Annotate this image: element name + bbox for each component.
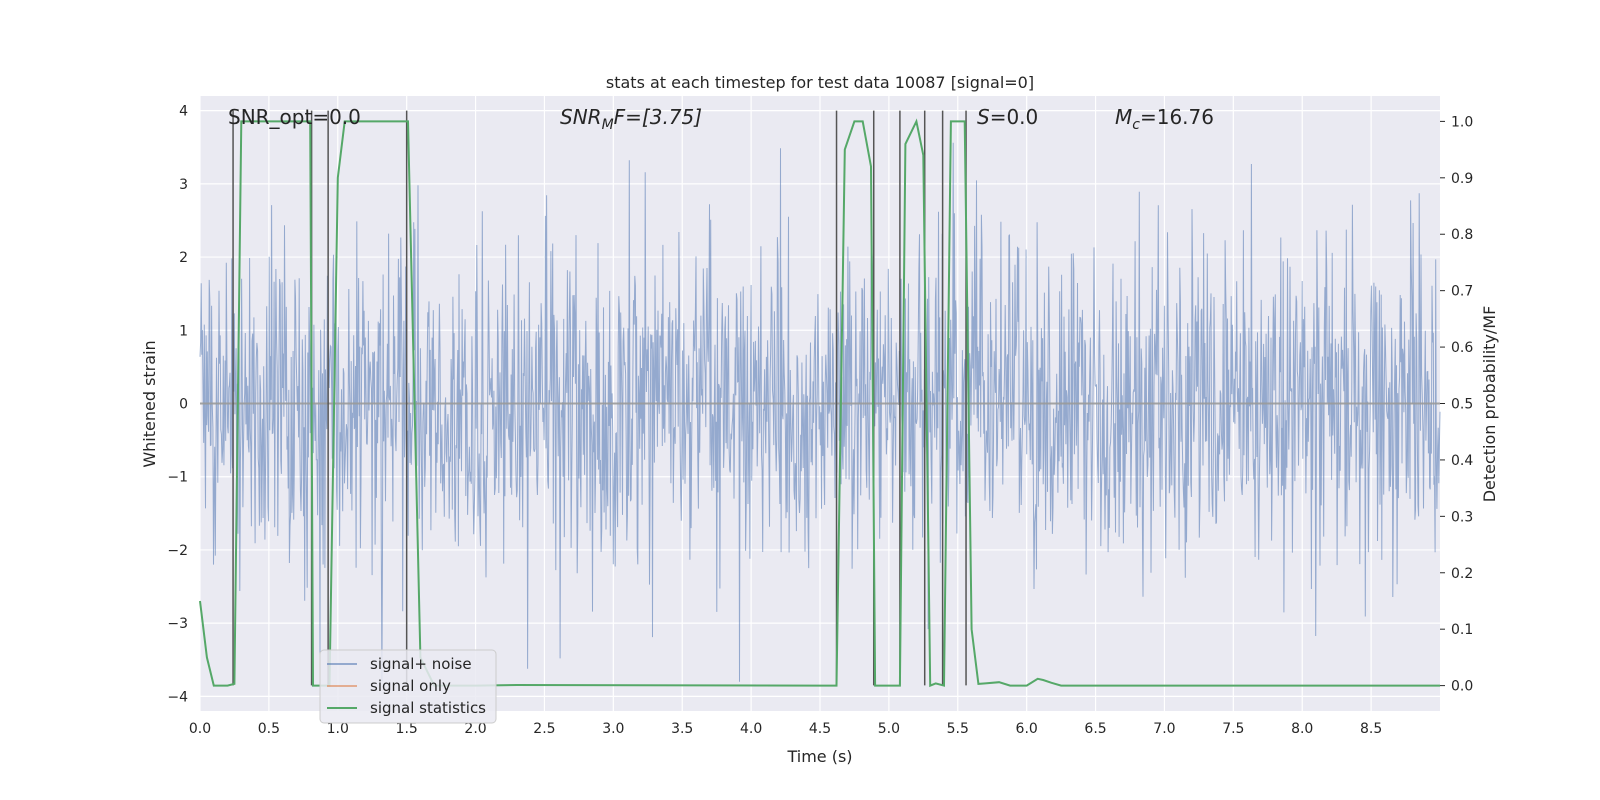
legend-label-statistics: signal statistics [370,699,486,717]
y2-tick-label: 0.0 [1451,679,1473,695]
x-tick-label: 2.0 [464,721,486,737]
statistics-series [199,118,1440,688]
y2-axis-ticks: 0.0 0.1 0.2 0.3 0.4 0.5 0.6 0.7 0.8 0.9 1.0 [1440,114,1473,695]
x-tick-label: 0.5 [258,721,280,737]
chart-title: stats at each timestep for test data 100… [606,73,1034,92]
annotation-snr-opt: SNR_opt=0.0 [228,105,361,129]
x-axis-label: Time (s) [786,747,852,766]
x-tick-label: 1.5 [396,721,418,737]
y2-axis-label: Detection probability/MF [1480,306,1499,503]
x-tick-label: 7.5 [1222,721,1244,737]
y-tick-label: 4 [179,104,188,120]
y2-tick-label: 0.6 [1451,340,1473,356]
y-axis-label: Whitened strain [140,340,159,467]
y2-tick-label: 0.9 [1451,171,1473,187]
y-tick-label: −3 [167,616,188,632]
x-tick-label: 6.0 [1016,721,1038,737]
y-tick-label: 2 [179,250,188,266]
annotation-mc: Mc=16.76 [1115,105,1214,133]
x-tick-label: 2.5 [533,721,555,737]
x-tick-label: 3.0 [602,721,624,737]
x-tick-label: 0.0 [189,721,211,737]
annotation-s: S=0.0 [977,105,1038,129]
x-tick-label: 5.5 [947,721,969,737]
y2-tick-label: 0.8 [1451,227,1473,243]
y2-tick-label: 0.2 [1451,566,1473,582]
y2-tick-label: 0.3 [1451,509,1473,525]
y2-tick-label: 0.4 [1451,453,1473,469]
y-tick-label: −1 [167,470,188,486]
x-tick-label: 8.0 [1291,721,1313,737]
x-tick-label: 4.5 [809,721,831,737]
x-tick-label: 5.0 [878,721,900,737]
y2-tick-label: 0.1 [1451,622,1473,638]
legend: signal+ noise signal only signal statist… [319,649,497,724]
y-tick-label: −4 [167,689,188,705]
y-tick-label: 0 [179,397,188,413]
y-tick-label: −2 [167,543,188,559]
y2-tick-label: 1.0 [1451,114,1473,130]
legend-label-signal-only: signal only [370,677,451,695]
statistics-line [199,118,1440,688]
x-tick-label: 8.5 [1360,721,1382,737]
x-tick-label: 6.5 [1084,721,1106,737]
annotation-snr-mf: SNRMF=[3.75] [560,105,702,133]
x-tick-label: 7.0 [1153,721,1175,737]
y2-tick-label: 0.7 [1451,284,1473,300]
y2-tick-label: 0.5 [1451,397,1473,413]
y-axis-ticks: −4 −3 −2 −1 0 1 2 3 4 [167,104,188,706]
y-tick-label: 3 [179,177,188,193]
y-tick-label: 1 [179,323,188,339]
x-axis-ticks: 0.0 0.5 1.0 1.5 2.0 2.5 3.0 3.5 4.0 4.5 5.0 5.5 6.0 6… [189,721,1382,737]
legend-label-noise: signal+ noise [370,655,472,673]
x-tick-label: 3.5 [671,721,693,737]
x-tick-label: 1.0 [327,721,349,737]
legend-box [319,649,497,724]
x-tick-label: 4.0 [740,721,762,737]
